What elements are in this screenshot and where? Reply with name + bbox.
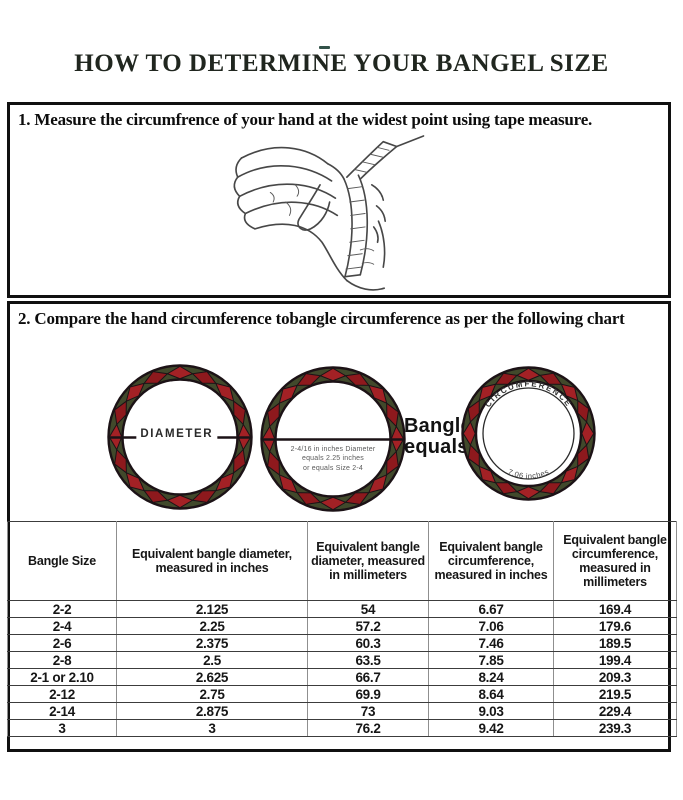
table-cell: 2.5 xyxy=(116,651,308,669)
table-cell: 2.625 xyxy=(116,668,308,686)
table-cell: 219.5 xyxy=(553,685,677,703)
step2-section: 2. Compare the hand circumference tobang… xyxy=(7,301,677,752)
table-row: 2-2 2.125 54 6.67 169.4 xyxy=(7,600,677,618)
table-cell: 189.5 xyxy=(553,634,677,652)
table-cell: 199.4 xyxy=(553,651,677,669)
bangle-ring-3: CIRCUMFERENCE 7.06 inches xyxy=(461,366,596,501)
note-line-1: 2-4/16 in inches Diameter xyxy=(290,446,376,453)
table-cell: 2.25 xyxy=(116,617,308,635)
bangle-diameter-diagram: DIAMETER xyxy=(105,362,255,512)
table-cell: 2-8 xyxy=(7,651,117,669)
bangle-example-diagram: 2-4/16 in inches Diameter equals 2.25 in… xyxy=(258,364,408,514)
table-cell: 66.7 xyxy=(307,668,429,686)
table-cell: 2-6 xyxy=(7,634,117,652)
table-cell: 7.85 xyxy=(428,651,554,669)
table-cell: 179.6 xyxy=(553,617,677,635)
table-cell: 57.2 xyxy=(307,617,429,635)
hand-tape-illustration xyxy=(222,135,512,293)
title-dash-mark xyxy=(319,46,330,49)
table-row: 2-8 2.5 63.5 7.85 199.4 xyxy=(7,651,677,669)
diameter-label: DIAMETER xyxy=(136,428,218,440)
table-cell: 73 xyxy=(307,702,429,720)
bangle-equals-label: Bangle equals xyxy=(404,416,472,458)
table-cell: 2.375 xyxy=(116,634,308,652)
table-cell: 7.06 xyxy=(428,617,554,635)
table-row: 2-14 2.875 73 9.03 229.4 xyxy=(7,702,677,720)
page-title: HOW TO DETERMINE YOUR BANGEL SIZE xyxy=(74,50,609,77)
bangle-size-table: Bangle Size Equivalent bangle diameter, … xyxy=(7,521,677,737)
table-cell: 3 xyxy=(7,719,117,737)
table-cell: 9.03 xyxy=(428,702,554,720)
table-cell: 60.3 xyxy=(307,634,429,652)
bangle-example-note: 2-4/16 in inches Diameter equals 2.25 in… xyxy=(258,445,408,473)
table-cell: 8.64 xyxy=(428,685,554,703)
table-cell: 2-12 xyxy=(7,685,117,703)
note-line-3: or equals Size 2-4 xyxy=(302,464,364,472)
col-bangle-size: Bangle Size xyxy=(7,521,117,601)
table-header-row: Bangle Size Equivalent bangle diameter, … xyxy=(7,521,677,601)
col-circumference-mm: Equivalent bangle circumference, measure… xyxy=(553,521,677,601)
table-cell: 2-1 or 2.10 xyxy=(7,668,117,686)
table-cell: 9.42 xyxy=(428,719,554,737)
table-cell: 2-4 xyxy=(7,617,117,635)
table-cell: 229.4 xyxy=(553,702,677,720)
note-line-2: equals 2.25 inches xyxy=(302,455,364,463)
table-cell: 8.24 xyxy=(428,668,554,686)
table-header: Bangle Size Equivalent bangle diameter, … xyxy=(7,521,677,601)
table-cell: 54 xyxy=(307,600,429,618)
table-cell: 239.3 xyxy=(553,719,677,737)
table-cell: 6.67 xyxy=(428,600,554,618)
bangle-equals-line2: equals xyxy=(404,436,469,458)
col-diameter-inches: Equivalent bangle diameter, measured in … xyxy=(116,521,308,601)
step2-text: 2. Compare the hand circumference tobang… xyxy=(18,309,625,328)
table-cell: 7.46 xyxy=(428,634,554,652)
size-table-body: 2-2 2.125 54 6.67 169.4 2-4 2.25 57.2 7.06 179.6 2… xyxy=(7,600,677,737)
table-row: 2-4 2.25 57.2 7.06 179.6 xyxy=(7,617,677,635)
bangle-ring-2 xyxy=(260,366,406,512)
hand-tape-sketch xyxy=(233,135,425,291)
table-cell: 2-14 xyxy=(7,702,117,720)
table-cell: 69.9 xyxy=(307,685,429,703)
table-cell: 209.3 xyxy=(553,668,677,686)
table-row: 2-1 or 2.10 2.625 66.7 8.24 209.3 xyxy=(7,668,677,686)
step1-section: 1. Measure the circumfrence of your hand… xyxy=(7,102,671,298)
col-diameter-mm: Equivalent bangle diameter, measured in … xyxy=(307,521,429,601)
col-circumference-inches: Equivalent bangle circumference, measure… xyxy=(428,521,554,601)
step1-text: 1. Measure the circumfrence of your hand… xyxy=(18,110,593,129)
table-cell: 76.2 xyxy=(307,719,429,737)
bangle-circumference-diagram: CIRCUMFERENCE 7.06 inches xyxy=(460,365,597,502)
bangle-equals-line1: Bangle xyxy=(404,415,472,437)
table-cell: 2.75 xyxy=(116,685,308,703)
table-cell: 63.5 xyxy=(307,651,429,669)
table-cell: 3 xyxy=(116,719,308,737)
table-cell: 2.125 xyxy=(116,600,308,618)
table-cell: 169.4 xyxy=(553,600,677,618)
table-row: 3 3 76.2 9.42 239.3 xyxy=(7,719,677,737)
table-row: 2-6 2.375 60.3 7.46 189.5 xyxy=(7,634,677,652)
table-cell: 2-2 xyxy=(7,600,117,618)
table-cell: 2.875 xyxy=(116,702,308,720)
inner-guide-circle xyxy=(482,387,575,480)
circumference-value-label: 7.06 inches xyxy=(507,467,551,481)
table-row: 2-12 2.75 69.9 8.64 219.5 xyxy=(7,685,677,703)
